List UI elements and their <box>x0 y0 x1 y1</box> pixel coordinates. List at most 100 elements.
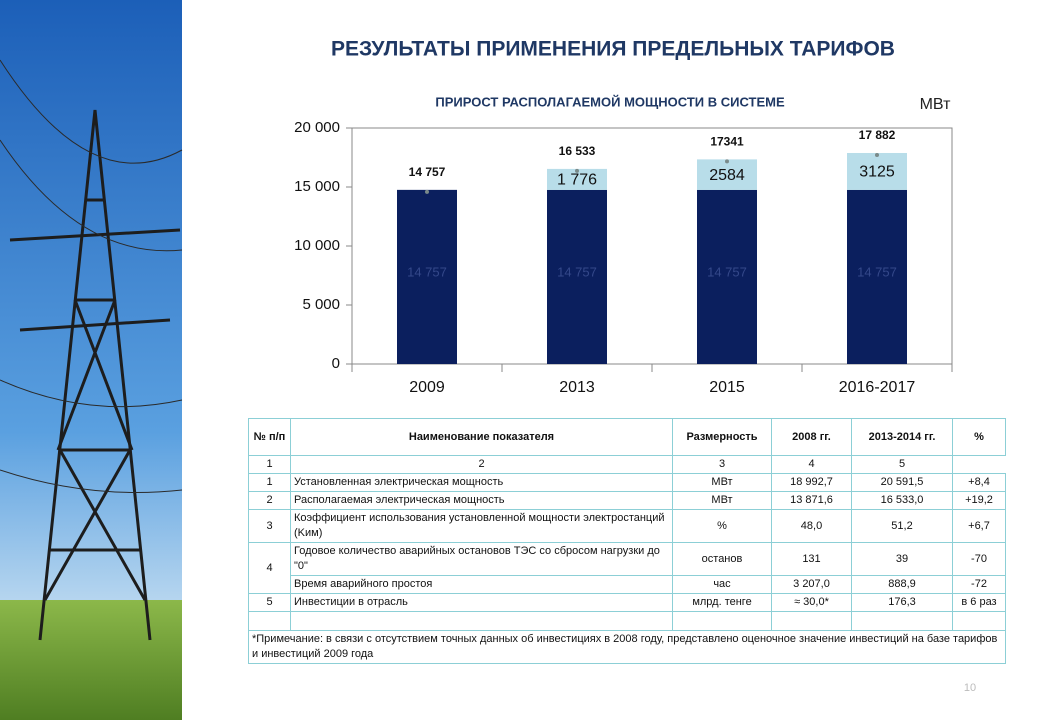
total-marker <box>575 168 579 173</box>
header-cell: Размерность <box>672 418 772 456</box>
empty-row <box>248 611 1006 631</box>
page-number: 10 <box>964 682 976 694</box>
table-row: 5 Инвестиции в отрасль млрд. тенге ≈ 30,0* 1… <box>248 593 1006 612</box>
y-tick-label: 20 000 <box>294 119 340 136</box>
table-cell: 176,3 <box>851 593 953 612</box>
unit-label: МВт <box>920 96 951 113</box>
x-tick-label: 2015 <box>709 379 745 396</box>
table-cell: 3 207,0 <box>771 575 852 594</box>
bar-value-label: 14 757 <box>857 264 897 279</box>
table-cell: Установленная электрическая мощность <box>290 473 673 492</box>
table-cell: Время аварийного простоя <box>290 575 673 594</box>
total-marker <box>425 189 429 194</box>
table-cell: 39 <box>851 542 953 576</box>
y-tick-label: 15 000 <box>294 178 340 195</box>
bar-segment <box>847 152 907 190</box>
table-cell: 18 992,7 <box>771 473 852 492</box>
table-cell: ≈ 30,0* <box>771 593 852 612</box>
table-cell: Инвестиции в отрасль <box>290 593 673 612</box>
table-cell: 51,2 <box>851 509 953 543</box>
table-cell: 131 <box>771 542 852 576</box>
table-cell: Располагаемая электрическая мощность <box>290 491 673 510</box>
slide-title: РЕЗУЛЬТАТЫ ПРИМЕНЕНИЯ ПРЕДЕЛЬНЫХ ТАРИФОВ <box>331 38 895 61</box>
bar-value-label: 2584 <box>709 167 745 184</box>
table-cell: час <box>672 575 772 594</box>
table-cell: 13 871,6 <box>771 491 852 510</box>
table-cell: +6,7 <box>952 509 1006 543</box>
y-tick-label: 0 <box>332 355 340 372</box>
table-cell: в 6 раз <box>952 593 1006 612</box>
table-cell: 20 591,5 <box>851 473 953 492</box>
header-cell: 2013-2014 гг. <box>851 418 953 456</box>
empty-cell <box>290 611 673 631</box>
table-cell: млрд. тенге <box>672 593 772 612</box>
data-table: № п/п Наименование показателя Размерность 2… <box>248 418 1006 664</box>
table-row: 2 Располагаемая электрическая мощность МВт… <box>248 491 1006 510</box>
total-label: 17341 <box>710 135 744 149</box>
table-cell: 888,9 <box>851 575 953 594</box>
header-cell: № п/п <box>248 418 291 456</box>
header-row: № п/п Наименование показателя Размерность 2… <box>248 418 1006 456</box>
table-cell: 48,0 <box>771 509 852 543</box>
table-cell: 5 <box>248 593 291 612</box>
photo <box>0 0 183 720</box>
table-cell: 3 <box>248 509 291 543</box>
bar-segment <box>697 189 757 364</box>
empty-cell <box>248 611 291 631</box>
total-marker <box>725 159 729 164</box>
table-cell: 4 <box>248 542 291 594</box>
y-tick-label: 10 000 <box>294 237 340 254</box>
x-tick-label: 2013 <box>559 379 595 396</box>
empty-cell <box>952 611 1006 631</box>
header-cell: % <box>952 418 1006 456</box>
note-cell: *Примечание: в связи с отсутствием точны… <box>248 630 1006 664</box>
note-row: *Примечание: в связи с отсутствием точны… <box>248 630 1006 664</box>
table-row: 1 Установленная электрическая мощность МВт… <box>248 473 1006 492</box>
bar-segment <box>697 159 757 190</box>
chart-title: ПРИРОСТ РАСПОЛАГАЕМОЙ МОЩНОСТИ В СИСТЕМЕ <box>435 94 785 109</box>
y-tick-label: 5 000 <box>302 296 340 313</box>
table-cell: МВт <box>672 491 772 510</box>
x-tick-label: 2009 <box>409 379 445 396</box>
table-row: Время аварийного простоя час 3 207,0 888,9-… <box>249 575 1006 594</box>
header-cell: 2008 гг. <box>771 418 852 456</box>
bar-segment <box>547 168 607 190</box>
table-row: 3 Коэффициент использования установленной… <box>248 509 1006 543</box>
table-cell: 4 <box>771 455 852 474</box>
table-cell: +19,2 <box>952 491 1006 510</box>
bar-value-label: 14 757 <box>407 264 447 279</box>
table-cell: останов <box>672 542 772 576</box>
bar-segment <box>397 189 457 364</box>
x-tick-label: 2016-2017 <box>839 379 916 396</box>
total-label: 14 757 <box>409 165 446 179</box>
bar-value-label: 14 757 <box>707 264 747 279</box>
table-cell: -72 <box>952 575 1006 594</box>
empty-cell <box>851 611 953 631</box>
table-cell: 1 <box>248 455 291 474</box>
table-cell: 2 <box>290 455 673 474</box>
table-cell: МВт <box>672 473 772 492</box>
bar-segment <box>847 189 907 364</box>
empty-cell <box>672 611 772 631</box>
bar-value-label: 1 776 <box>557 172 597 189</box>
table-cell: 2 <box>248 491 291 510</box>
table-cell: % <box>672 509 772 543</box>
table-cell: 1 <box>248 473 291 492</box>
table-cell: -70 <box>952 542 1006 576</box>
table-cell: 3 <box>672 455 772 474</box>
table-cell: 5 <box>851 455 953 474</box>
category-separators <box>351 364 953 372</box>
total-label: 16 533 <box>559 144 596 158</box>
table-cell: Коэффициент использования установленной … <box>290 509 673 543</box>
bar-segment <box>547 189 607 364</box>
total-marker <box>875 152 879 157</box>
empty-cell <box>771 611 852 631</box>
total-label: 17 882 <box>859 128 896 142</box>
bar-value-label: 3125 <box>859 164 895 181</box>
header-cell: Наименование показателя <box>290 418 673 456</box>
table-cell: Годовое количество аварийных остановов Т… <box>290 542 673 576</box>
table-cell: 16 533,0 <box>851 491 953 510</box>
